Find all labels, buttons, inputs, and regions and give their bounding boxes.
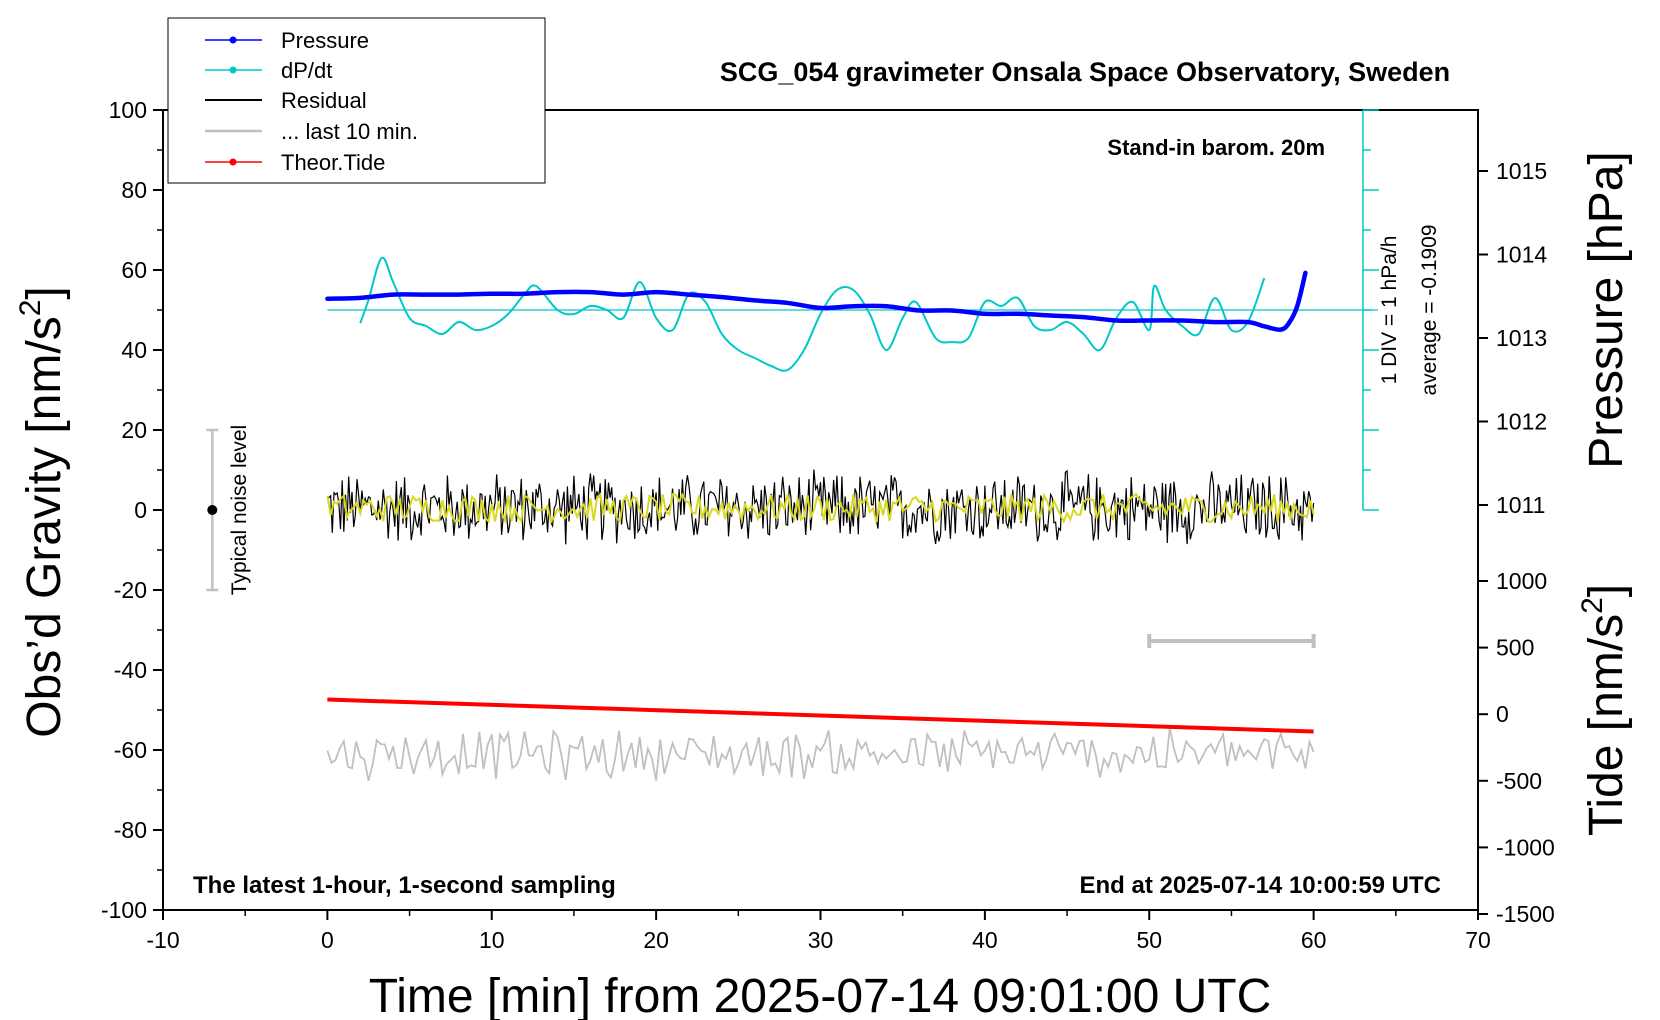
tide-tick-label--500: -500 [1496, 768, 1542, 794]
y-tick-label--80: -80 [114, 817, 147, 843]
legend-marker-pressure [229, 36, 237, 44]
noise-level-marker [207, 505, 218, 515]
y-tick-label-80: 80 [121, 177, 147, 203]
legend-label-dpdt: dP/dt [281, 58, 332, 83]
x-tick-label-20: 20 [643, 927, 669, 953]
legend: Pressure dP/dt Residual ... last 10 min.… [167, 17, 546, 184]
average-label: average = -0.1909 [1418, 224, 1441, 395]
y-tick-label-100: 100 [109, 97, 147, 123]
x-tick-label--10: -10 [146, 927, 179, 953]
y-tick-label-60: 60 [121, 257, 147, 283]
legend-label-residual: Residual [281, 88, 367, 113]
pressure-tick-label-1014: 1014 [1496, 242, 1547, 268]
pressure-tick-label-1011: 1011 [1496, 492, 1545, 518]
pressure-tick-label-1013: 1013 [1496, 325, 1547, 351]
y-axis-label-left: Obs’d Gravity [nm/s2] [14, 286, 71, 737]
y-tick-label-40: 40 [121, 337, 147, 363]
series-dpdt [359, 256, 1266, 372]
y-tick-label--40: -40 [114, 657, 147, 683]
legend-label-tide: Theor.Tide [281, 150, 385, 175]
axis-ticks: -10 0 10 20 30 40 50 60 70-100-80-60-40-20020406… [101, 97, 1555, 953]
y-axis-label-tide-sup: 2 [1576, 597, 1609, 614]
series-residual-smoothed [326, 492, 1315, 525]
noise-level-label: Typical noise level [228, 425, 251, 595]
series-theor-tide [327, 697, 1314, 734]
y-tick-label--60: -60 [114, 737, 147, 763]
legend-marker-dpdt [229, 66, 237, 74]
series-last-10-min [326, 727, 1315, 781]
y-tick-label--20: -20 [114, 577, 147, 603]
tide-tick-label--1500: -1500 [1496, 901, 1555, 927]
legend-label-pressure: Pressure [281, 28, 369, 53]
chart-title: SCG_054 gravimeter Onsala Space Observat… [720, 57, 1450, 87]
legend-marker-tide [229, 158, 237, 166]
bottom-right-annotation: End at 2025-07-14 10:00:59 UTC [1080, 872, 1442, 899]
y-axis-label-tide-main: Tide [nm/s [1580, 614, 1633, 836]
pressure-tick-label-1012: 1012 [1496, 409, 1547, 435]
y-axis-label-pressure: Pressure [hPa] [1580, 151, 1633, 468]
y-tick-label-0: 0 [134, 497, 147, 523]
tide-tick-label-1000: 1000 [1496, 568, 1547, 594]
y-tick-label-20: 20 [121, 417, 147, 443]
series-residual [326, 469, 1315, 545]
y-axis-label-tide: Tide [nm/s2] [1576, 584, 1633, 836]
x-axis-label: Time [min] from 2025-07-14 09:01:00 UTC [369, 970, 1272, 1020]
y-tick-label--100: -100 [101, 897, 147, 923]
y-axis-label-left-sup: 2 [14, 300, 47, 317]
tide-tick-label--1000: -1000 [1496, 834, 1555, 860]
series-layer [206, 109, 1379, 781]
x-tick-label-10: 10 [479, 927, 505, 953]
y-axis-label-left-main: Obs’d Gravity [nm/s [18, 316, 71, 737]
tide-tick-label-0: 0 [1496, 701, 1509, 727]
bottom-left-annotation: The latest 1-hour, 1-second sampling [193, 872, 616, 899]
x-tick-label-60: 60 [1301, 927, 1327, 953]
legend-label-last10: ... last 10 min. [281, 119, 418, 144]
barometer-annotation: Stand-in barom. 20m [1107, 135, 1325, 160]
series-pressure [325, 270, 1308, 332]
y-axis-label-tide-end: ] [1580, 584, 1633, 597]
x-tick-label-0: 0 [321, 927, 334, 953]
x-tick-label-40: 40 [972, 927, 998, 953]
pressure-tick-label-1015: 1015 [1496, 158, 1547, 184]
x-tick-label-30: 30 [808, 927, 834, 953]
x-tick-label-50: 50 [1136, 927, 1162, 953]
tide-tick-label-500: 500 [1496, 635, 1534, 661]
y-axis-label-left-end: ] [18, 286, 71, 299]
x-tick-label-70: 70 [1465, 927, 1491, 953]
div-label: 1 DIV = 1 hPa/h [1378, 236, 1401, 385]
